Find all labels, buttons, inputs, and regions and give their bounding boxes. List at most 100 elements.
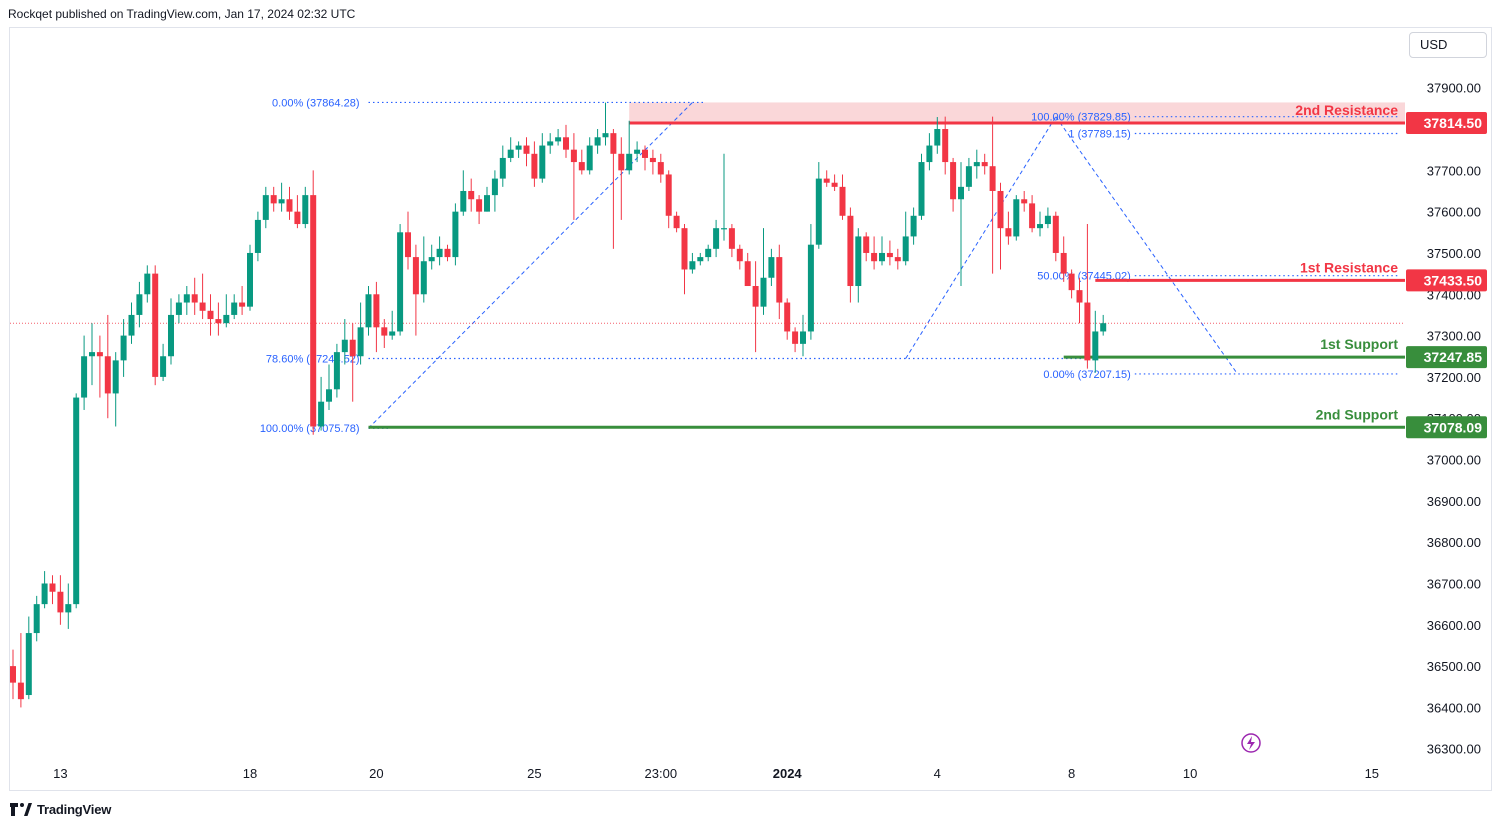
candle-body bbox=[491, 178, 498, 196]
x-tick-label: 4 bbox=[934, 766, 941, 781]
price-tag bbox=[1406, 416, 1487, 439]
candle-body bbox=[278, 199, 285, 204]
candle-body bbox=[49, 583, 56, 592]
candle-body bbox=[17, 682, 24, 700]
candle-body bbox=[547, 141, 554, 146]
candle-body bbox=[484, 195, 490, 212]
x-tick-label: 8 bbox=[1068, 766, 1075, 781]
candle-body bbox=[381, 327, 388, 336]
candle-body bbox=[934, 129, 941, 146]
candle-body bbox=[776, 257, 783, 303]
x-tick-label: 2024 bbox=[773, 766, 803, 781]
candle-body bbox=[183, 294, 190, 303]
candle-body bbox=[839, 186, 846, 216]
candle-body bbox=[570, 149, 577, 163]
resistance-zone-layer bbox=[629, 102, 1405, 124]
candle-body bbox=[302, 195, 309, 225]
candle-body bbox=[879, 252, 885, 262]
candle-body bbox=[918, 162, 925, 216]
candle-body bbox=[436, 248, 443, 258]
candle-body bbox=[610, 133, 617, 154]
candle-body bbox=[349, 339, 356, 357]
currency-selector[interactable]: USD bbox=[1409, 32, 1487, 58]
x-tick-label: 25 bbox=[527, 766, 541, 781]
candle-body bbox=[365, 294, 372, 328]
y-tick-label: 36900.00 bbox=[1427, 494, 1481, 509]
candle-body bbox=[697, 257, 704, 262]
candle-body bbox=[207, 310, 214, 320]
candle-body bbox=[294, 211, 301, 225]
candle-body bbox=[981, 162, 988, 167]
price-tag bbox=[1406, 112, 1487, 135]
y-tick-label: 36300.00 bbox=[1427, 742, 1481, 757]
candle-body bbox=[831, 182, 838, 187]
candle-body bbox=[1052, 215, 1059, 253]
y-tick-label: 37600.00 bbox=[1427, 205, 1481, 220]
candle-body bbox=[286, 199, 293, 212]
candle-body bbox=[96, 352, 103, 357]
fib-level-label: 100.00% (37829.85) bbox=[1031, 112, 1131, 124]
candle-body bbox=[1029, 203, 1036, 229]
x-tick-label: 10 bbox=[1183, 766, 1197, 781]
tradingview-brand[interactable]: TradingView bbox=[10, 801, 111, 817]
candle-body bbox=[736, 248, 743, 262]
y-tick-label: 36400.00 bbox=[1427, 700, 1481, 715]
candle-body bbox=[950, 162, 957, 200]
levels-layer: 2nd Resistance 1st Resistance 1st Support 2… bbox=[10, 102, 1405, 429]
candle-body bbox=[689, 261, 696, 270]
candle-body bbox=[728, 228, 735, 249]
candle-body bbox=[112, 360, 119, 394]
candle-body bbox=[412, 257, 419, 295]
candle-body bbox=[152, 273, 159, 377]
price-tags-layer: 37814.50 37433.50 37247.85 37078.09 bbox=[1406, 112, 1487, 439]
resistance-zone bbox=[629, 102, 1405, 124]
candle-body bbox=[1013, 199, 1020, 237]
y-tick-label: 36500.00 bbox=[1427, 659, 1481, 674]
candle-body bbox=[539, 145, 546, 179]
candle-body bbox=[855, 236, 862, 287]
lightning-bolt bbox=[1247, 736, 1255, 750]
candle-body bbox=[428, 257, 435, 262]
candle-body bbox=[871, 252, 878, 262]
candle-body bbox=[452, 211, 459, 258]
candle-body bbox=[254, 219, 261, 253]
candle-body bbox=[894, 257, 901, 262]
candle-body bbox=[713, 228, 720, 249]
candle-body bbox=[642, 149, 648, 158]
candle-body bbox=[25, 633, 32, 696]
candle-body bbox=[499, 157, 506, 179]
candle-body bbox=[270, 195, 277, 204]
price-tag bbox=[1406, 346, 1487, 369]
candle-body bbox=[33, 604, 40, 634]
candle-body bbox=[926, 145, 933, 163]
candle-body bbox=[318, 401, 325, 427]
candle-body bbox=[247, 252, 253, 307]
price-tag-label: 37078.09 bbox=[1424, 419, 1483, 435]
candle-body bbox=[942, 129, 949, 163]
misc-layer bbox=[1241, 733, 1261, 753]
candle-body bbox=[215, 319, 222, 324]
candle-body bbox=[902, 236, 909, 262]
candle-body bbox=[618, 153, 625, 171]
candle-body bbox=[397, 232, 404, 332]
candle-body bbox=[626, 153, 633, 171]
candle-body bbox=[768, 257, 775, 278]
fib-level-label: 1 (37789.15) bbox=[1068, 128, 1130, 140]
price-axis[interactable]: 37900.0037800.0037700.0037600.0037500.00… bbox=[1427, 81, 1481, 757]
candle-body bbox=[144, 273, 151, 295]
candle-body bbox=[168, 314, 174, 357]
candle-body bbox=[373, 294, 380, 328]
candle-body bbox=[594, 137, 601, 146]
x-tick-label: 20 bbox=[369, 766, 383, 781]
y-tick-label: 37900.00 bbox=[1427, 81, 1481, 96]
candle-body bbox=[128, 314, 135, 336]
candle-body bbox=[1021, 199, 1028, 204]
resistance-label: 1st Resistance bbox=[1300, 259, 1398, 275]
candle-body bbox=[997, 190, 1004, 229]
publisher-caption: Rockqet published on TradingView.com, Ja… bbox=[8, 7, 356, 21]
chart-frame[interactable] bbox=[9, 27, 1492, 791]
candle-body bbox=[681, 228, 688, 270]
candle-body bbox=[160, 356, 167, 377]
